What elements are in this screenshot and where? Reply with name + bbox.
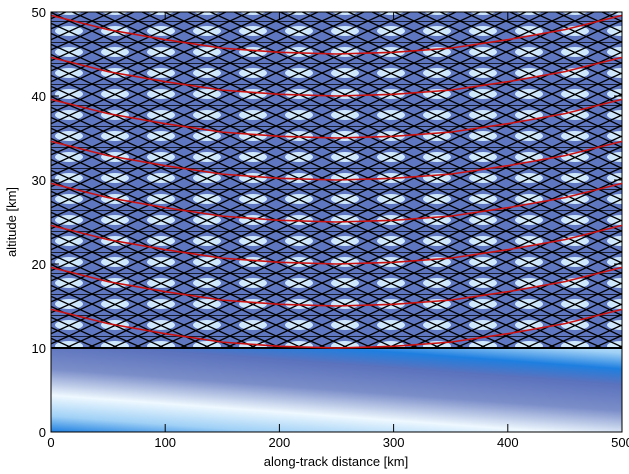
y-axis-label: altitude [km] [4,187,19,257]
y-tick-label: 20 [32,257,46,272]
y-tick-label: 50 [32,5,46,20]
x-tick-label: 400 [497,435,519,450]
x-tick-label: 300 [383,435,405,450]
line-series [50,14,623,55]
x-tick-label: 500 [611,435,629,450]
x-tick-label: 100 [154,435,176,450]
background-field [51,348,622,432]
line-series [50,56,623,97]
y-tick-label: 30 [32,173,46,188]
axes-frame [50,11,623,433]
line-series [50,182,623,223]
y-tick-label: 10 [32,341,46,356]
y-tick-label: 0 [39,425,46,440]
line-series [50,140,623,181]
x-axis-label: along-track distance [km] [264,454,409,469]
line-series [50,98,623,139]
y-tick-label: 40 [32,89,46,104]
x-tick-label: 0 [47,435,54,450]
line-series [50,224,623,265]
line-series [50,308,623,349]
x-tick-label: 200 [269,435,291,450]
line-series [50,266,623,307]
